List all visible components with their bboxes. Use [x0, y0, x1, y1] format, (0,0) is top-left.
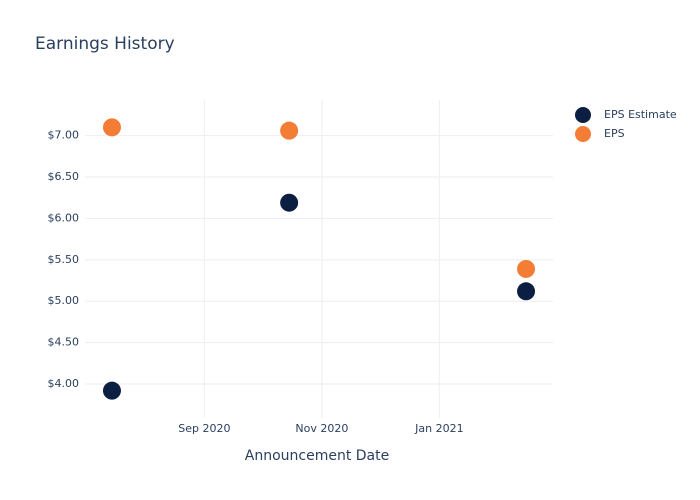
chart-title: Earnings History [35, 34, 175, 54]
grid [85, 100, 553, 418]
point [517, 282, 536, 301]
x-tick-label: Nov 2020 [295, 422, 348, 435]
y-tick-label: $4.00 [48, 377, 80, 390]
legend-marker [575, 126, 591, 142]
legend-label: EPS [604, 127, 625, 140]
y-tick-label: $6.50 [48, 170, 80, 183]
y-tick-label: $5.50 [48, 253, 80, 266]
point [102, 381, 121, 400]
x-tick-label: Sep 2020 [178, 422, 230, 435]
legend-marker [575, 107, 591, 123]
x-axis-label: Announcement Date [245, 448, 389, 464]
y-tick-label: $6.00 [48, 211, 80, 224]
legend-label: EPS Estimate [604, 108, 677, 121]
y-tick-label: $4.50 [48, 336, 80, 349]
point [280, 193, 299, 212]
point [102, 118, 121, 137]
y-tick-label: $7.00 [48, 129, 80, 142]
point [280, 121, 299, 140]
x-tick-label: Jan 2021 [414, 422, 463, 435]
y-tick-label: $5.00 [48, 294, 80, 307]
point [517, 259, 536, 278]
